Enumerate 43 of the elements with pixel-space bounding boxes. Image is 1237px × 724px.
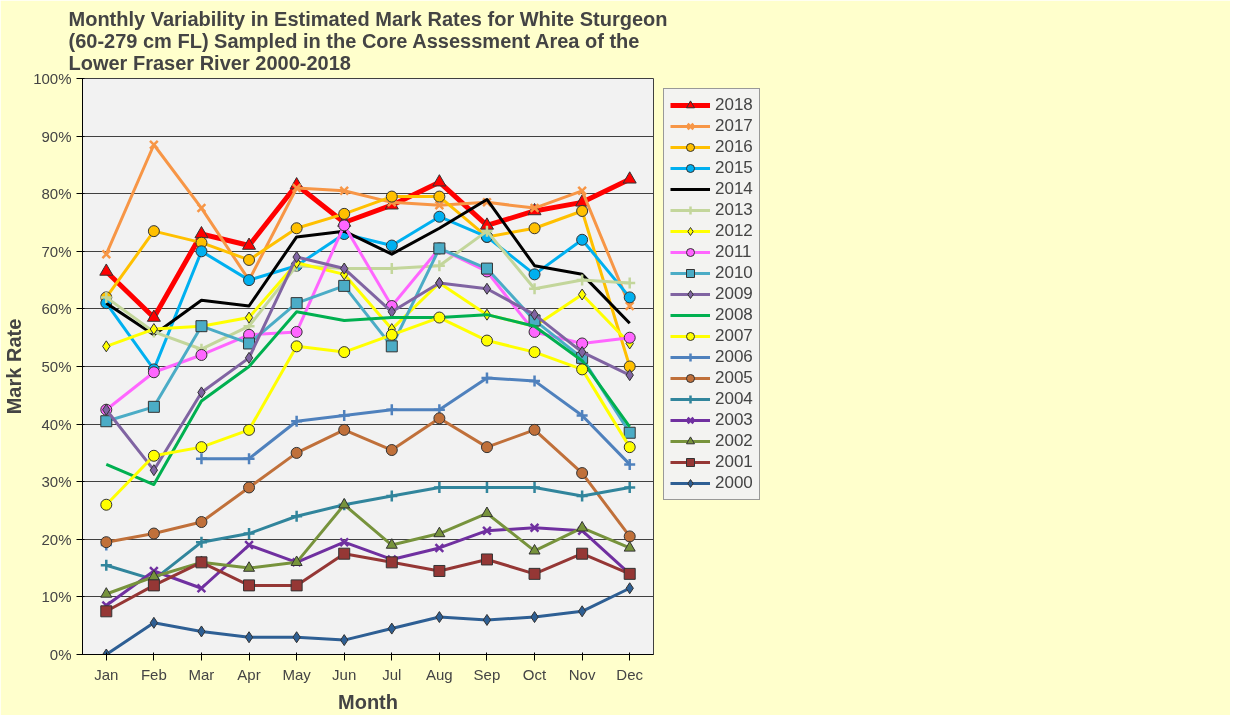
- legend-label: 2004: [715, 389, 753, 409]
- x-tick-label: Apr: [237, 665, 261, 683]
- legend-label: 2008: [715, 305, 753, 325]
- legend-label: 2014: [715, 179, 753, 199]
- x-axis-title: Month: [338, 690, 398, 713]
- y-tick-label: 80%: [41, 185, 72, 203]
- y-tick-label: 0%: [49, 646, 72, 663]
- x-tick-label: Mar: [188, 665, 215, 683]
- x-tick-label: Oct: [522, 665, 548, 683]
- legend-label: 2005: [715, 368, 753, 388]
- legend-label: 2012: [715, 221, 753, 241]
- legend-label: 2006: [715, 347, 753, 367]
- y-tick-label: 70%: [41, 242, 72, 260]
- legend-label: 2003: [715, 410, 753, 430]
- legend-label: 2009: [715, 284, 753, 304]
- y-axis-title: Mark Rate: [3, 318, 26, 415]
- legend-label: 2013: [715, 200, 753, 220]
- x-tick-label: Nov: [568, 665, 596, 683]
- legend-label: 2011: [715, 242, 752, 262]
- x-tick-label: Dec: [616, 665, 644, 683]
- legend-label: 2018: [715, 95, 753, 115]
- y-tick-label: 10%: [41, 588, 72, 606]
- x-tick-label: Sep: [473, 665, 501, 683]
- y-tick-label: 60%: [41, 300, 72, 318]
- y-tick-label: 90%: [41, 127, 72, 145]
- legend-label: 2017: [715, 116, 753, 136]
- legend-label: 2007: [715, 326, 753, 346]
- x-tick-label: Feb: [140, 665, 167, 683]
- x-tick-label: Aug: [426, 665, 453, 683]
- legend-label: 2002: [715, 431, 753, 451]
- legend-label: 2001: [715, 452, 753, 472]
- x-tick-label: Jan: [94, 665, 119, 683]
- legend-label: 2016: [715, 137, 753, 157]
- legend-label: 2010: [715, 263, 753, 283]
- legend-label: 2015: [715, 158, 753, 178]
- y-tick-label: 40%: [41, 415, 72, 433]
- y-tick-label: 30%: [41, 473, 72, 491]
- y-tick-label: 20%: [41, 530, 72, 548]
- x-tick-label: May: [282, 665, 312, 683]
- y-tick-label: 50%: [41, 358, 72, 375]
- x-tick-label: Jun: [332, 665, 357, 683]
- legend-label: 2000: [715, 473, 753, 493]
- x-tick-label: Jul: [382, 665, 402, 683]
